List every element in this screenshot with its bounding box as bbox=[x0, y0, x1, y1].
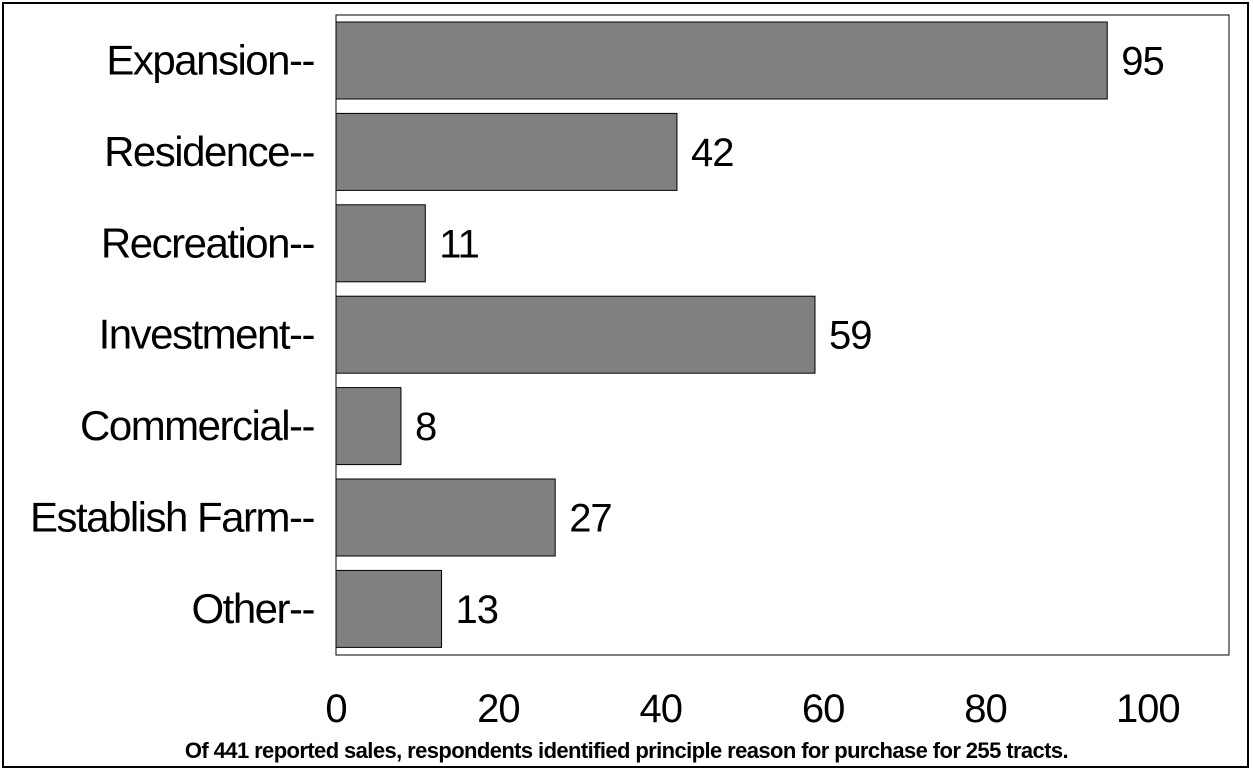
x-tick-labels: 0 20 40 60 80 100 bbox=[325, 687, 1180, 731]
bar bbox=[335, 204, 426, 283]
bar bbox=[335, 387, 402, 466]
category-label: Other-- bbox=[191, 585, 314, 632]
x-tick-label: 100 bbox=[1116, 687, 1180, 731]
category-label: Expansion-- bbox=[106, 37, 314, 84]
bars-group bbox=[335, 21, 1108, 648]
x-tick-label: 80 bbox=[964, 687, 1007, 731]
bar bbox=[335, 21, 1108, 100]
x-tick-label: 0 bbox=[325, 687, 346, 731]
x-tick-label: 60 bbox=[802, 687, 845, 731]
value-labels: 95 42 11 59 8 27 13 bbox=[415, 40, 1165, 632]
chart-note: Of 441 reported sales, respondents ident… bbox=[184, 738, 1069, 763]
value-label: 59 bbox=[829, 314, 872, 358]
category-label: Establish Farm-- bbox=[30, 494, 315, 541]
value-label: 95 bbox=[1121, 40, 1164, 84]
bar bbox=[335, 295, 816, 374]
category-label: Residence-- bbox=[104, 128, 314, 175]
value-label: 42 bbox=[691, 131, 734, 175]
bar bbox=[335, 478, 556, 557]
value-label: 27 bbox=[569, 497, 612, 541]
category-label: Investment-- bbox=[99, 311, 315, 358]
category-labels: Expansion-- Residence-- Recreation-- Invest… bbox=[30, 37, 316, 632]
bar bbox=[335, 569, 443, 648]
x-tick-label: 40 bbox=[639, 687, 682, 731]
category-label: Recreation-- bbox=[101, 219, 315, 266]
x-tick-label: 20 bbox=[477, 687, 520, 731]
category-label: Commercial-- bbox=[80, 402, 315, 449]
bar bbox=[335, 112, 678, 191]
value-label: 11 bbox=[439, 222, 479, 266]
value-label: 13 bbox=[456, 588, 499, 632]
value-label: 8 bbox=[415, 405, 436, 449]
